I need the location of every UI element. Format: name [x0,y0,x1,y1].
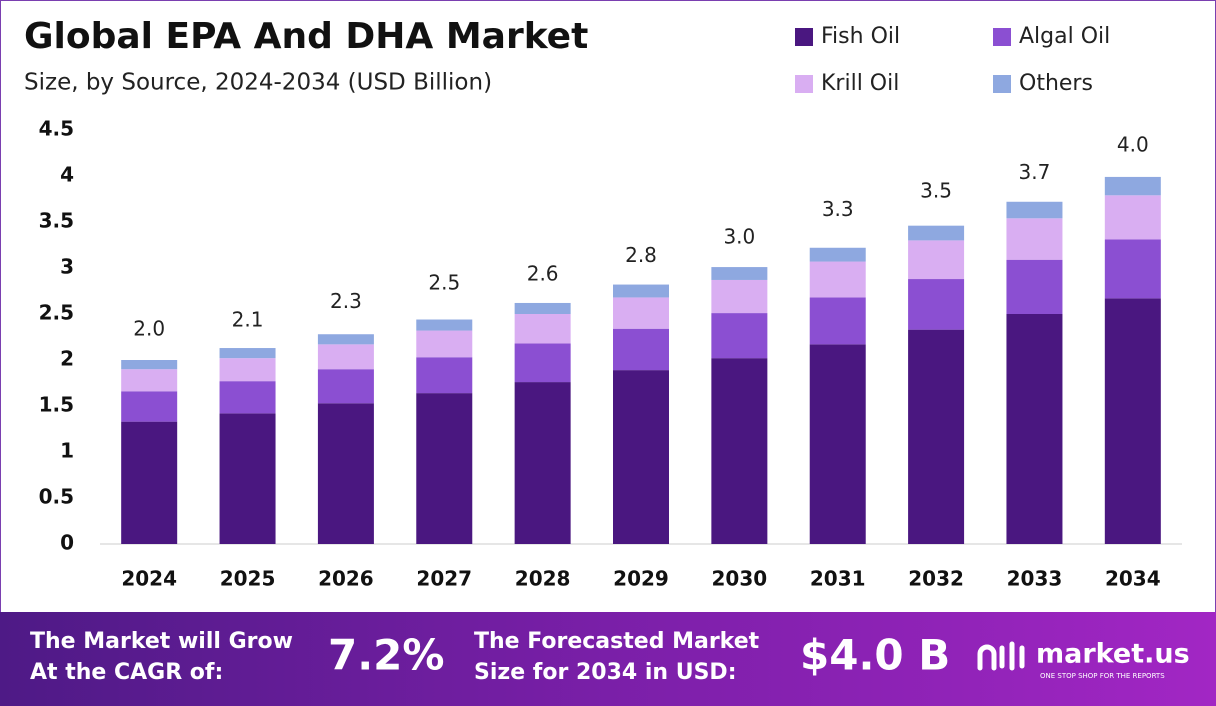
bar-segment [317,403,374,544]
bar-segment [711,279,768,314]
legend-label: Algal Oil [1019,24,1110,49]
forecast-label: The Forecasted Market [474,629,760,654]
forecast-label: Size for 2034 in USD: [474,660,737,685]
legend-label: Krill Oil [821,71,899,96]
bar-segment [514,343,571,383]
total-label: 2.3 [330,289,362,313]
legend-label: Others [1019,71,1093,96]
y-tick-label: 0 [60,531,74,555]
x-tick-label: 2026 [318,567,374,591]
bar-segment [317,334,374,345]
legend-swatch [795,75,813,93]
bar-segment [1006,259,1063,314]
bar-segment [416,330,473,358]
x-tick-label: 2034 [1105,567,1161,591]
x-tick-label: 2024 [121,567,177,591]
bar-segment [1104,195,1161,240]
x-tick-label: 2028 [515,567,571,591]
total-label: 3.0 [723,225,755,249]
bar-segment [514,382,571,544]
y-tick-label: 4.5 [39,117,74,141]
bar-segment [613,284,669,298]
bar-segment [1104,239,1161,299]
bar-segment [514,314,571,344]
bar-segment [1104,176,1161,196]
legend-swatch [993,28,1011,46]
x-tick-label: 2025 [220,567,276,591]
brand-logo [977,641,1025,671]
tagline: ONE STOP SHOP FOR THE REPORTS [1040,672,1165,680]
bar-segment [121,391,178,422]
bar-segment [1006,201,1063,219]
y-tick-label: 3 [60,255,74,279]
bar-segment [219,381,276,414]
x-tick-label: 2031 [810,567,866,591]
bar-segment [809,297,866,345]
total-label: 2.1 [232,307,264,331]
y-tick-label: 3.5 [39,209,74,233]
bar-segment [1006,314,1063,544]
bar-segment [121,360,178,370]
bar-segment [1006,218,1063,260]
chart-title: Global EPA And DHA Market [24,16,588,57]
bar-segment [416,393,473,544]
x-tick-label: 2029 [613,567,669,591]
bar-segment [514,302,571,314]
cagr-label: At the CAGR of: [30,660,223,685]
y-tick-label: 0.5 [39,485,74,509]
bar-segment [121,421,178,544]
total-label: 2.0 [133,317,165,341]
bar-segment [908,279,965,330]
bar-segment [121,369,178,392]
bar-segment [317,369,374,404]
bar-segment [416,357,473,394]
bar-segment [1104,298,1161,544]
legend-swatch [993,75,1011,93]
cagr-label: The Market will Grow [30,629,293,654]
brand: market.us [1036,639,1190,670]
bar-segment [219,413,276,544]
bar-segment [711,358,768,544]
x-tick-label: 2030 [712,567,768,591]
total-label: 2.6 [527,261,559,285]
x-tick-label: 2033 [1007,567,1063,591]
bar-segment [416,319,473,331]
bar-segment [908,329,965,544]
bar-segment [711,267,768,280]
total-label: 3.3 [822,197,854,221]
total-label: 3.5 [920,179,952,203]
y-tick-label: 2.5 [39,301,74,325]
bar-segment [613,297,669,329]
total-label: 2.5 [428,271,460,295]
bar-segment [219,358,276,382]
banner [0,612,1216,706]
forecast-value: $4.0 B [800,631,950,680]
y-tick-label: 1 [60,439,74,463]
bar-segment [317,344,374,370]
bar-segment [908,240,965,280]
cagr-value: 7.2% [328,631,444,680]
bar-segment [809,344,866,544]
bar-segment [219,348,276,359]
x-tick-label: 2032 [908,567,964,591]
total-label: 4.0 [1117,133,1149,157]
chart-subtitle: Size, by Source, 2024-2034 (USD Billion) [24,70,492,96]
bar-segment [711,313,768,359]
legend-swatch [795,28,813,46]
y-tick-label: 2 [60,347,74,371]
legend-label: Fish Oil [821,24,900,49]
bar-segment [908,225,965,241]
bar-segment [809,247,866,262]
bar-segment [809,261,866,298]
total-label: 2.8 [625,243,657,267]
x-tick-label: 2027 [416,567,472,591]
y-tick-label: 1.5 [39,393,74,417]
y-tick-label: 4 [60,163,74,187]
total-label: 3.7 [1019,160,1051,184]
bar-segment [613,328,669,371]
bar-segment [613,370,669,544]
